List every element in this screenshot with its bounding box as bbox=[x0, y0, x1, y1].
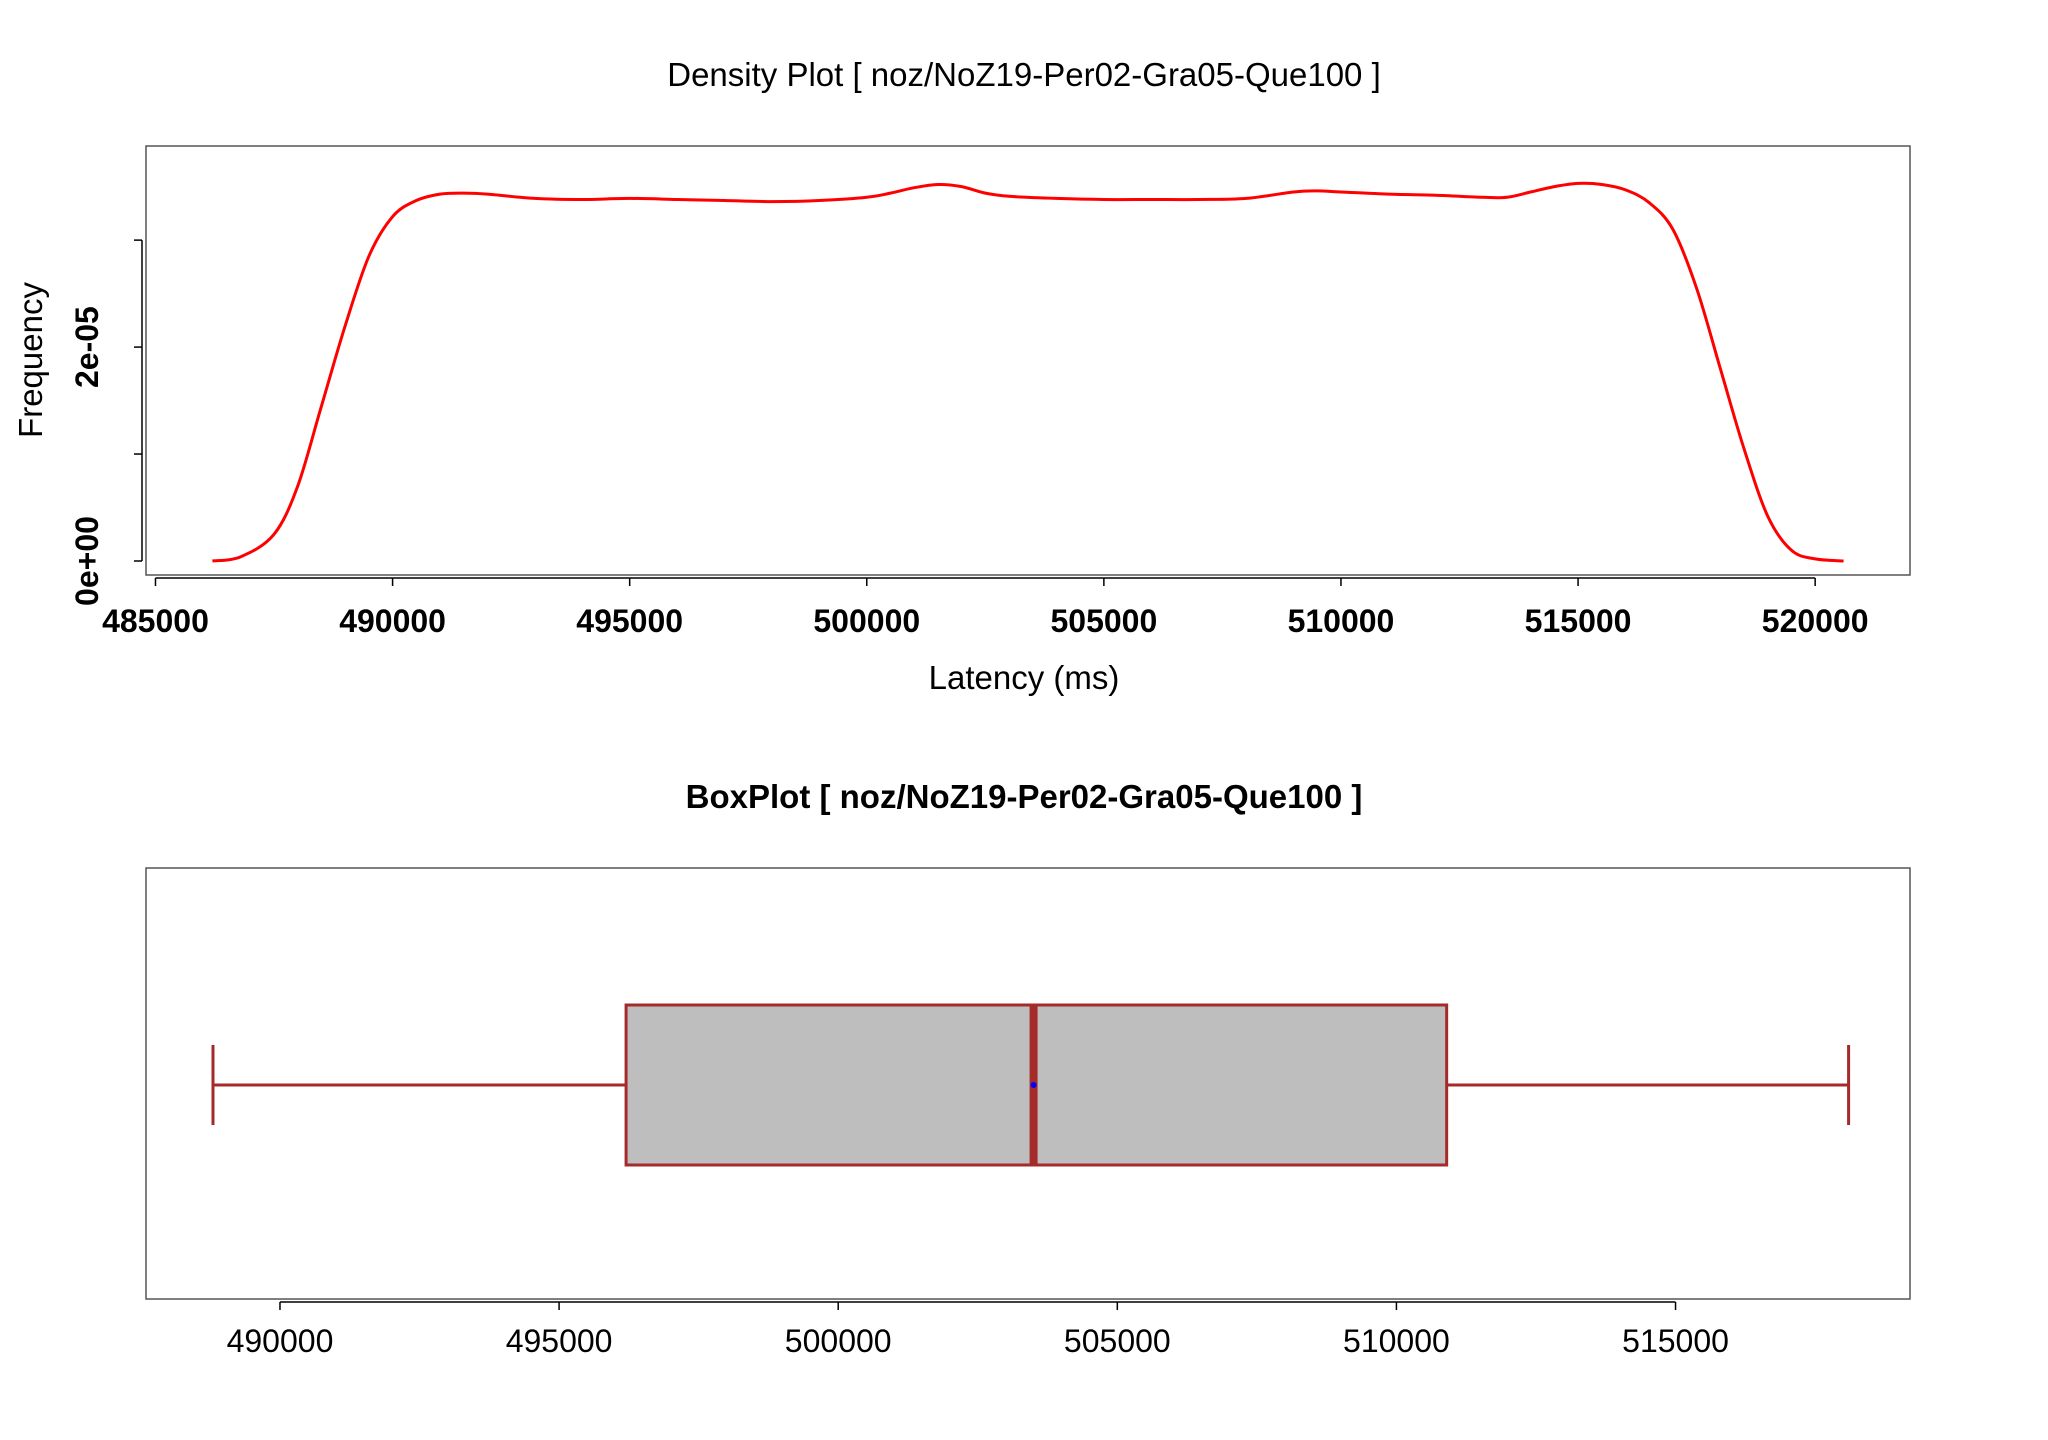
density-y-tick-label: 2e-05 bbox=[69, 306, 105, 388]
boxplot-marks bbox=[211, 1003, 1851, 1167]
density-x-axis-label: Latency (ms) bbox=[929, 659, 1120, 696]
density-x-tick-label: 485000 bbox=[102, 603, 209, 639]
boxplot-x-axis: 490000 495000 500000 505000 510000 515000 bbox=[227, 1301, 1729, 1359]
density-x-tick-label: 495000 bbox=[576, 603, 683, 639]
density-x-axis: 485000 490000 495000 500000 505000 510000 5150… bbox=[102, 577, 1869, 639]
density-y-tick-label: 0e+00 bbox=[69, 516, 105, 606]
box-plot: BoxPlot [ noz/NoZ19-Per02-Gra05-Que100 ]… bbox=[145, 778, 1911, 1359]
density-curve bbox=[212, 181, 1844, 563]
boxplot-x-tick-label: 495000 bbox=[506, 1323, 613, 1359]
density-plot: Density Plot [ noz/NoZ19-Per02-Gra05-Que… bbox=[12, 56, 1911, 696]
density-x-tick-label: 520000 bbox=[1762, 603, 1869, 639]
boxplot-x-tick-label: 500000 bbox=[785, 1323, 892, 1359]
density-x-tick-label: 515000 bbox=[1525, 603, 1632, 639]
density-x-tick-label: 510000 bbox=[1288, 603, 1395, 639]
density-plot-frame bbox=[145, 145, 1911, 576]
boxplot-x-tick-label: 490000 bbox=[227, 1323, 334, 1359]
boxplot-x-tick-label: 510000 bbox=[1343, 1323, 1450, 1359]
boxplot-mean-point bbox=[1030, 1082, 1037, 1088]
boxplot-x-tick-label: 515000 bbox=[1622, 1323, 1729, 1359]
density-x-tick-label: 505000 bbox=[1050, 603, 1157, 639]
density-y-axis: 0e+00 2e-05 bbox=[69, 239, 143, 606]
boxplot-x-tick-label: 505000 bbox=[1064, 1323, 1171, 1359]
density-title: Density Plot [ noz/NoZ19-Per02-Gra05-Que… bbox=[667, 56, 1381, 93]
density-y-axis-label: Frequency bbox=[12, 282, 49, 438]
boxplot-plot-frame bbox=[145, 867, 1911, 1300]
density-x-tick-label: 500000 bbox=[813, 603, 920, 639]
density-x-tick-label: 490000 bbox=[339, 603, 446, 639]
boxplot-title: BoxPlot [ noz/NoZ19-Per02-Gra05-Que100 ] bbox=[686, 778, 1363, 815]
